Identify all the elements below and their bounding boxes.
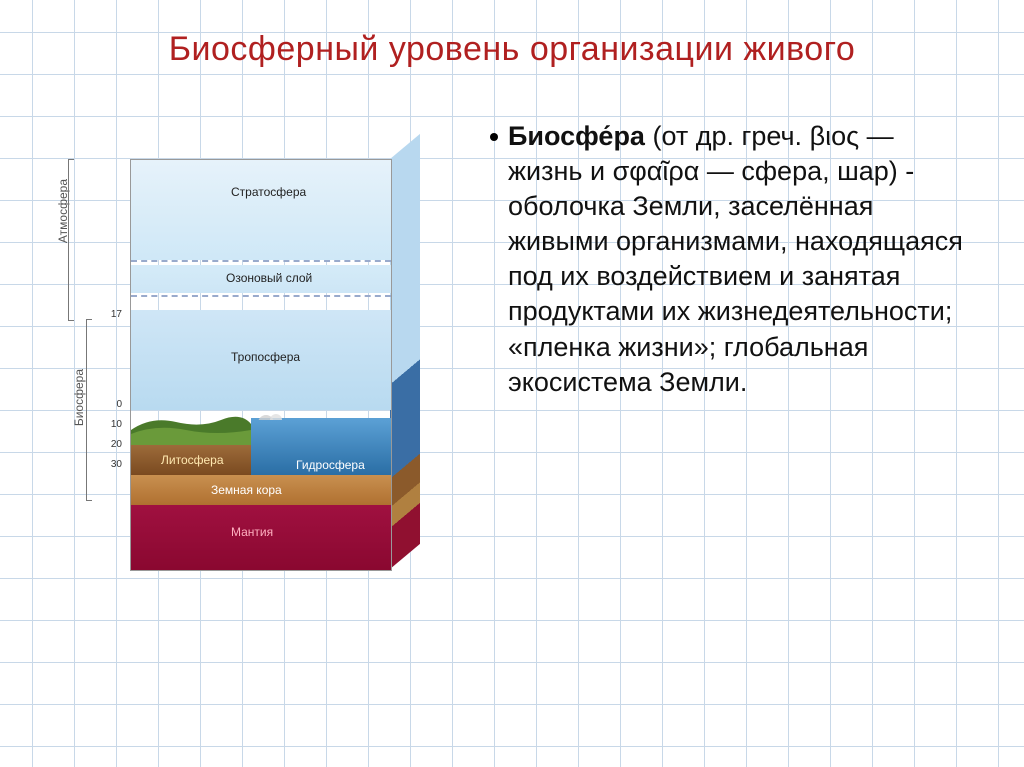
layer-mantle: Мантия bbox=[131, 505, 391, 570]
scale-10: 10 bbox=[102, 419, 122, 430]
slide-title: Биосферный уровень организации живого bbox=[40, 30, 984, 69]
biosphere-side-label: Биосфера bbox=[72, 369, 86, 426]
term-bold: Биосфе́ра bbox=[508, 121, 645, 151]
ozone-dash-top bbox=[131, 260, 391, 262]
label-troposphere: Тропосфера bbox=[231, 350, 300, 364]
slide-content: Биосферный уровень организации живого Ат… bbox=[0, 0, 1024, 767]
scale-30: 30 bbox=[102, 459, 122, 470]
definition-column: Биосфе́ра (от др. греч. βιος — жизнь и σ… bbox=[490, 119, 974, 400]
label-hydrosphere: Гидросфера bbox=[296, 458, 365, 472]
label-ozone: Озоновый слой bbox=[226, 271, 312, 285]
biosphere-bracket bbox=[86, 319, 92, 501]
layer-ozone: Озоновый слой bbox=[131, 265, 391, 293]
scale-17: 17 bbox=[102, 309, 122, 320]
definition-text: Биосфе́ра (от др. греч. βιος — жизнь и σ… bbox=[508, 119, 974, 400]
definition-bullet: Биосфе́ра (от др. греч. βιος — жизнь и σ… bbox=[490, 119, 974, 400]
layer-stratosphere: Стратосфера bbox=[131, 160, 391, 260]
atmosphere-bracket bbox=[68, 159, 74, 321]
diagram-column: Атмосфера Биосфера 17 0 10 20 30 Стратос… bbox=[50, 119, 450, 400]
layer-troposphere: Тропосфера bbox=[131, 310, 391, 410]
label-crust: Земная кора bbox=[211, 483, 282, 497]
cube-side-face bbox=[390, 134, 420, 569]
scale-0: 0 bbox=[102, 399, 122, 410]
ozone-dash-bot bbox=[131, 295, 391, 297]
label-mantle: Мантия bbox=[231, 525, 273, 539]
cube-front-face: Стратосфера Озоновый слой Тропосфера bbox=[130, 159, 392, 571]
scale-20: 20 bbox=[102, 439, 122, 450]
label-lithosphere: Литосфера bbox=[161, 453, 224, 467]
layer-lithosphere: Литосфера bbox=[131, 445, 251, 475]
label-stratosphere: Стратосфера bbox=[231, 185, 306, 199]
definition-body: (от др. греч. βιος — жизнь и σφαῖρα — сф… bbox=[508, 121, 963, 397]
layer-crust: Земная кора bbox=[131, 475, 391, 505]
content-row: Атмосфера Биосфера 17 0 10 20 30 Стратос… bbox=[40, 119, 984, 400]
bullet-icon bbox=[490, 133, 498, 141]
biosphere-cube: Стратосфера Озоновый слой Тропосфера bbox=[130, 129, 420, 569]
